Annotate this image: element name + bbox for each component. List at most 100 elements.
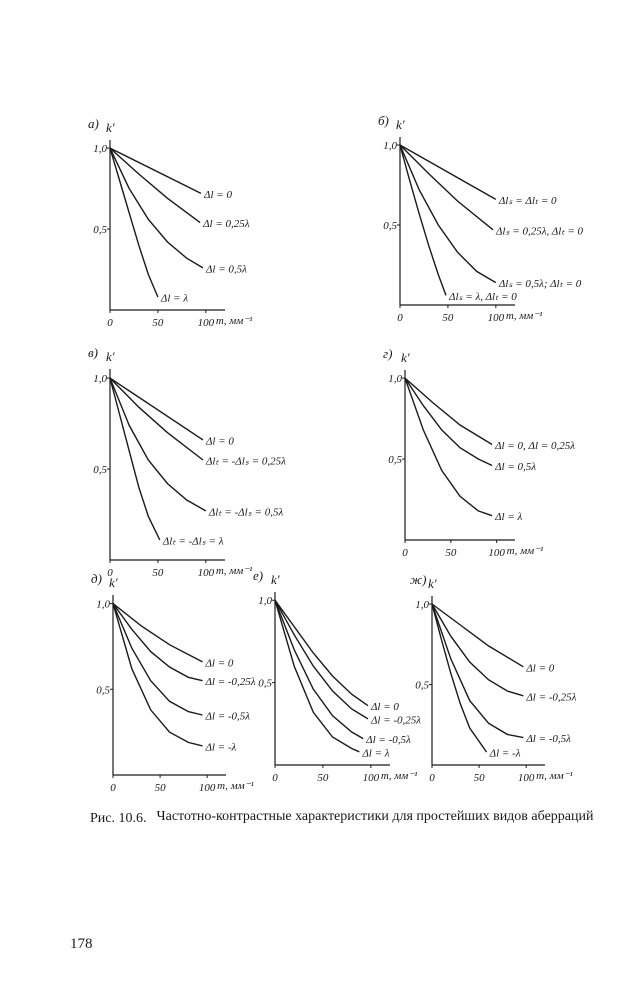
curve: [399, 144, 447, 296]
curve: [404, 377, 493, 517]
curve-label: Δlₛ = Δlₜ = 0: [498, 195, 557, 207]
curve: [431, 603, 524, 739]
curve: [399, 144, 497, 284]
curve-label: Δl = 0: [203, 189, 232, 201]
x-tick-label: 0: [402, 547, 408, 559]
y-tick-label: 0,5: [388, 454, 402, 466]
panel-label: д): [91, 571, 102, 586]
y-tick-label: 1,0: [415, 599, 429, 611]
curve: [404, 377, 493, 446]
x-tick-label: 100: [198, 317, 215, 329]
y-tick-label: 0,5: [96, 684, 110, 696]
x-axis-label: m, мм⁻¹: [217, 780, 254, 792]
x-tick-label: 0: [397, 312, 403, 324]
curve: [109, 377, 204, 441]
curve-label: Δlₛ = λ, Δlₜ = 0: [448, 291, 517, 303]
curve: [109, 377, 204, 461]
curve-label: Δl = 0,5λ: [205, 263, 247, 275]
x-axis-label: m, мм⁻¹: [506, 310, 543, 322]
y-tick-label: 0,5: [383, 220, 397, 232]
curve-label: Δl = -0,25λ: [370, 714, 421, 726]
x-tick-label: 0: [272, 772, 278, 784]
panel-label: ж): [410, 572, 426, 587]
curve: [404, 377, 493, 467]
y-tick-label: 0,5: [415, 680, 429, 692]
curve-label: Δlₛ = 0,25λ, Δlₜ = 0: [495, 225, 584, 237]
curve-label: Δl = λ: [494, 511, 522, 523]
curve: [431, 603, 488, 753]
curve-label: Δlₜ = -Δlₛ = λ: [162, 536, 224, 548]
y-tick-label: 1,0: [258, 595, 272, 607]
curve-label: Δl = 0,5λ: [494, 461, 536, 473]
curve-label: Δl = -λ: [204, 741, 236, 753]
curve-label: Δl = 0,25λ: [202, 218, 250, 230]
x-tick-label: 50: [474, 772, 486, 784]
caption-text: Частотно-контрастные характеристики для …: [156, 809, 594, 824]
curve-label: Δl = 0, Δl = 0,25λ: [494, 440, 575, 452]
curve-label: Δl = 0: [370, 701, 399, 713]
curve: [109, 377, 207, 512]
y-tick-label: 0,5: [258, 678, 272, 690]
curve: [109, 377, 161, 541]
curve-label: Δl = -0,25λ: [525, 691, 576, 703]
x-tick-label: 100: [199, 782, 216, 794]
curve: [399, 144, 494, 231]
y-tick-label: 1,0: [93, 143, 107, 155]
x-tick-label: 50: [445, 547, 457, 559]
x-tick-label: 0: [429, 772, 435, 784]
x-tick-label: 0: [110, 782, 116, 794]
caption-number: Рис. 10.6.: [90, 811, 147, 826]
curve-label: Δl = -0,25λ: [204, 676, 255, 688]
x-axis-label: m, мм⁻¹: [381, 770, 418, 782]
curve: [112, 603, 203, 716]
x-axis-label: m, мм⁻¹: [216, 315, 253, 327]
curve: [112, 603, 203, 682]
y-tick-label: 0,5: [93, 224, 107, 236]
y-tick-label: 1,0: [93, 373, 107, 385]
curve: [112, 603, 203, 663]
caption-box: Частотно-контрастные характеристики для …: [156, 809, 594, 824]
curve-label: Δl = 0: [204, 657, 233, 669]
curve: [399, 144, 497, 201]
curve-label: Δl = -0,5λ: [204, 711, 250, 723]
y-tick-label: 1,0: [96, 599, 110, 611]
x-tick-label: 0: [107, 567, 113, 579]
curve: [109, 147, 202, 195]
x-tick-label: 50: [152, 567, 164, 579]
curve-label: Δlₜ = -Δlₛ = 0,25λ: [205, 455, 286, 467]
panel-label: г): [383, 346, 392, 361]
y-axis-label: k′: [106, 120, 115, 135]
y-axis-label: k′: [428, 576, 437, 591]
x-tick-label: 50: [152, 317, 164, 329]
curve-label: Δl = λ: [160, 293, 188, 305]
y-axis-label: k′: [106, 349, 115, 364]
curve: [274, 600, 360, 753]
y-axis-label: k′: [109, 575, 118, 590]
panel-label: в): [88, 345, 98, 360]
panel-label: е): [253, 568, 263, 583]
curve: [431, 603, 524, 668]
curve-label: Δlₛ = 0,5λ; Δlₜ = 0: [498, 278, 582, 290]
curve: [109, 147, 204, 269]
curve-label: Δl = 0: [205, 435, 234, 447]
y-tick-label: 1,0: [383, 140, 397, 152]
y-axis-label: k′: [401, 350, 410, 365]
curve-label: Δl = -λ: [489, 748, 521, 760]
curve-label: Δlₜ = -Δlₛ = 0,5λ: [208, 506, 284, 518]
x-tick-label: 100: [488, 547, 505, 559]
x-tick-label: 0: [107, 317, 113, 329]
x-tick-label: 50: [442, 312, 454, 324]
panel-label: б): [378, 113, 389, 128]
curve: [274, 599, 369, 720]
curve-label: Δl = -0,5λ: [365, 734, 411, 746]
x-tick-label: 100: [488, 312, 505, 324]
x-tick-label: 50: [155, 782, 167, 794]
x-axis-label: m, мм⁻¹: [507, 545, 544, 557]
page-number: 178: [70, 936, 93, 952]
x-axis-label: m, мм⁻¹: [536, 770, 573, 782]
x-tick-label: 100: [518, 772, 535, 784]
x-axis-label: m, мм⁻¹: [216, 565, 253, 577]
curve: [109, 147, 159, 298]
